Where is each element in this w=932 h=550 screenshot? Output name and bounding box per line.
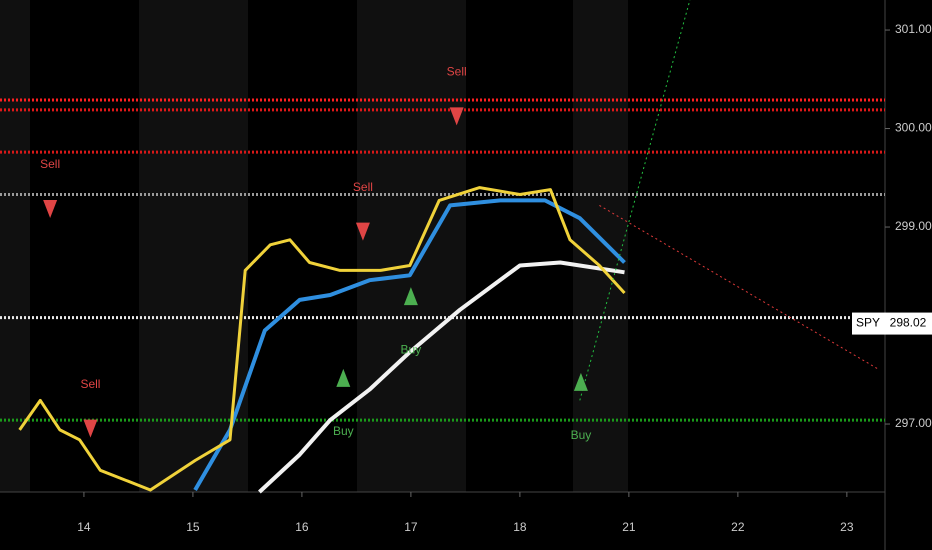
signal-marker bbox=[355, 222, 370, 241]
indicator-line bbox=[258, 260, 625, 494]
stripe bbox=[357, 0, 466, 492]
signal-label: Buy bbox=[571, 428, 592, 442]
symbol-label: SPY bbox=[856, 316, 880, 330]
y-tick-label: 300.00 bbox=[895, 121, 932, 135]
signal-marker bbox=[336, 368, 351, 387]
signal-marker bbox=[43, 199, 58, 218]
signal-marker bbox=[403, 287, 418, 306]
x-tick-label: 21 bbox=[622, 520, 636, 534]
signal-label: Buy bbox=[333, 424, 354, 438]
signal-label: Sell bbox=[447, 65, 467, 79]
y-tick-label: 297.00 bbox=[895, 416, 932, 430]
last-price-label: 298.02 bbox=[890, 316, 927, 330]
x-tick-label: 23 bbox=[840, 520, 854, 534]
signal-label: Sell bbox=[80, 377, 100, 391]
x-tick-label: 17 bbox=[404, 520, 418, 534]
indicator-line bbox=[579, 0, 691, 401]
indicator-line bbox=[599, 204, 880, 371]
x-tick-label: 18 bbox=[513, 520, 527, 534]
x-tick-label: 14 bbox=[77, 520, 91, 534]
signal-label: Sell bbox=[353, 180, 373, 194]
signal-label: Buy bbox=[401, 342, 422, 356]
plot-area: Sell Sell Sell Sell Buy Buy Buy bbox=[0, 0, 885, 494]
y-tick-label: 301.00 bbox=[895, 22, 932, 36]
signal-marker bbox=[449, 107, 464, 126]
indicator-line bbox=[193, 198, 626, 492]
stripe bbox=[573, 0, 628, 492]
symbol-box bbox=[852, 312, 885, 335]
signal-marker bbox=[573, 372, 588, 391]
indicator-line bbox=[18, 186, 626, 492]
day-stripes bbox=[0, 0, 628, 492]
last-price-box bbox=[885, 312, 932, 335]
signal-marker bbox=[83, 419, 98, 438]
x-tick-label: 16 bbox=[295, 520, 309, 534]
stripe bbox=[139, 0, 248, 492]
stripe bbox=[0, 0, 30, 492]
y-tick-label: 299.00 bbox=[895, 219, 932, 233]
x-tick-label: 15 bbox=[186, 520, 200, 534]
signal-label: Sell bbox=[40, 157, 60, 171]
x-tick-label: 22 bbox=[731, 520, 745, 534]
